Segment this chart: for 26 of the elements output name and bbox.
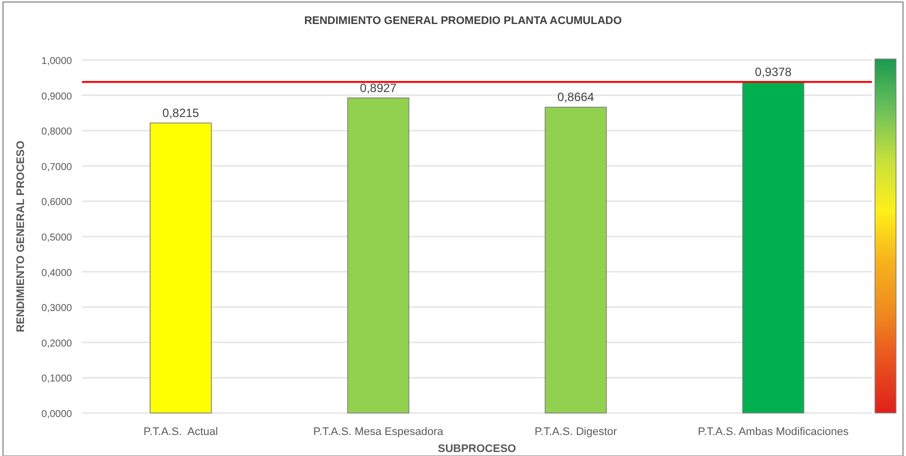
y-tick-label: 0,3000 xyxy=(41,303,72,314)
data-label: 0,8664 xyxy=(557,90,594,104)
x-tick-label: P.T.A.S. Digestor xyxy=(534,426,618,438)
y-tick-label: 0,0000 xyxy=(41,409,72,420)
data-label: 0,9378 xyxy=(754,64,792,79)
x-axis-title: SUBPROCESO xyxy=(438,443,517,455)
y-tick-label: 0,9000 xyxy=(41,91,72,102)
y-tick-label: 0,8000 xyxy=(41,126,72,138)
x-tick-label: P.T.A.S. Ambas Modificaciones xyxy=(698,426,850,438)
x-tick-label: P.T.A.S. Mesa Espesadora xyxy=(313,426,444,438)
y-tick-label: 0,7000 xyxy=(41,162,72,173)
bar xyxy=(544,106,607,414)
bar xyxy=(742,82,804,414)
y-tick-label: 0,5000 xyxy=(41,232,72,244)
data-label: 0,8927 xyxy=(360,80,397,95)
y-tick-label: 0,2000 xyxy=(41,338,72,350)
data-label: 0,8215 xyxy=(162,106,200,120)
y-tick-label: 0,4000 xyxy=(41,268,72,279)
y-tick-label: 0,1000 xyxy=(41,374,72,385)
y-tick-label: 1,0000 xyxy=(41,56,72,67)
chart-title: RENDIMIENTO GENERAL PROMEDIO PLANTA ACUMULADO xyxy=(304,15,622,27)
y-tick-label: 0,6000 xyxy=(41,197,72,208)
y-axis-title: RENDIMIENTO GENERAL PROCESO xyxy=(15,140,27,332)
x-tick-label: P.T.A.S. Actual xyxy=(144,426,218,438)
bar xyxy=(347,97,410,414)
bar xyxy=(150,122,212,414)
